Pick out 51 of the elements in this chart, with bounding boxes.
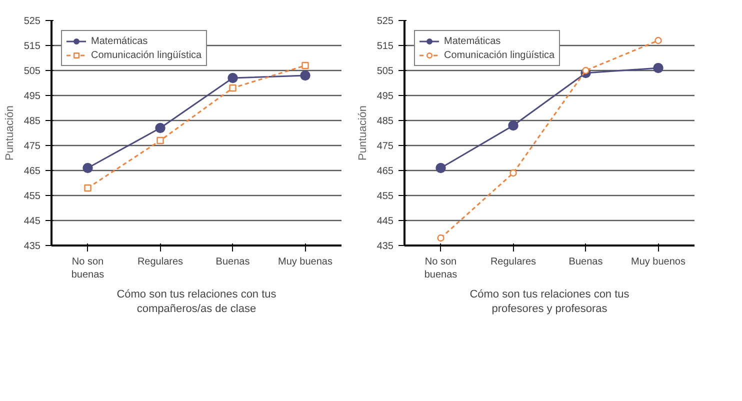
- point: [582, 66, 590, 74]
- x-tick-label: No son buenas: [71, 256, 104, 281]
- y-tick-label: 495: [24, 91, 41, 102]
- x-tick-label: Buenas: [568, 256, 603, 268]
- point: [654, 36, 662, 44]
- x-axis-title: Cómo son tus relaciones con tus compañeros/as de clase: [116, 288, 277, 316]
- y-tick-label: 475: [24, 141, 41, 152]
- x-axis-title: Cómo son tus relaciones con tus profesores y profesoras: [470, 288, 630, 316]
- point: [508, 120, 518, 131]
- y-axis-title: Puntuación: [4, 105, 16, 161]
- y-tick-label: 505: [24, 66, 41, 77]
- legend-label: Matemáticas: [444, 35, 501, 47]
- y-axis-title: Puntuación: [356, 105, 369, 161]
- x-tick-label: Buenas: [216, 256, 250, 268]
- y-tick-label: 465: [24, 166, 41, 177]
- x-tick-label: Regulares: [137, 256, 184, 268]
- x-tick-label: Regulares: [490, 256, 536, 268]
- point: [300, 70, 310, 81]
- point: [82, 162, 93, 174]
- legend-label: Matemáticas: [91, 35, 148, 47]
- y-tick-label: 465: [376, 166, 394, 177]
- point: [228, 72, 238, 84]
- y-tick-label: 485: [24, 116, 41, 127]
- y-tick-label: 495: [376, 91, 394, 102]
- point: [302, 62, 309, 70]
- x-tick-label: Muy buenas: [278, 256, 332, 268]
- point: [436, 162, 446, 174]
- legend-label: Comunicación lingüística: [91, 49, 202, 61]
- legend-label: Comunicación lingüística: [444, 49, 555, 61]
- y-tick-label: 515: [376, 41, 394, 52]
- y-tick-label: 455: [24, 191, 41, 202]
- point: [155, 122, 166, 134]
- y-tick-label: 525: [376, 16, 394, 27]
- y-tick-label: 455: [376, 191, 394, 202]
- point: [437, 234, 444, 242]
- point: [653, 62, 664, 74]
- point: [229, 84, 236, 92]
- y-tick-label: 485: [376, 116, 394, 127]
- y-tick-label: 505: [376, 66, 394, 77]
- x-tick-label: No son buenas: [424, 256, 458, 281]
- y-tick-label: 515: [24, 41, 41, 52]
- y-tick-label: 475: [376, 141, 394, 152]
- y-tick-label: 525: [24, 16, 41, 27]
- y-tick-label: 445: [376, 216, 394, 227]
- y-tick-label: 435: [376, 241, 394, 252]
- point: [84, 184, 92, 192]
- point: [156, 136, 164, 144]
- x-tick-label: Muy buenos: [631, 256, 686, 268]
- y-tick-label: 435: [24, 241, 41, 252]
- point: [510, 169, 517, 177]
- y-tick-label: 445: [24, 216, 41, 227]
